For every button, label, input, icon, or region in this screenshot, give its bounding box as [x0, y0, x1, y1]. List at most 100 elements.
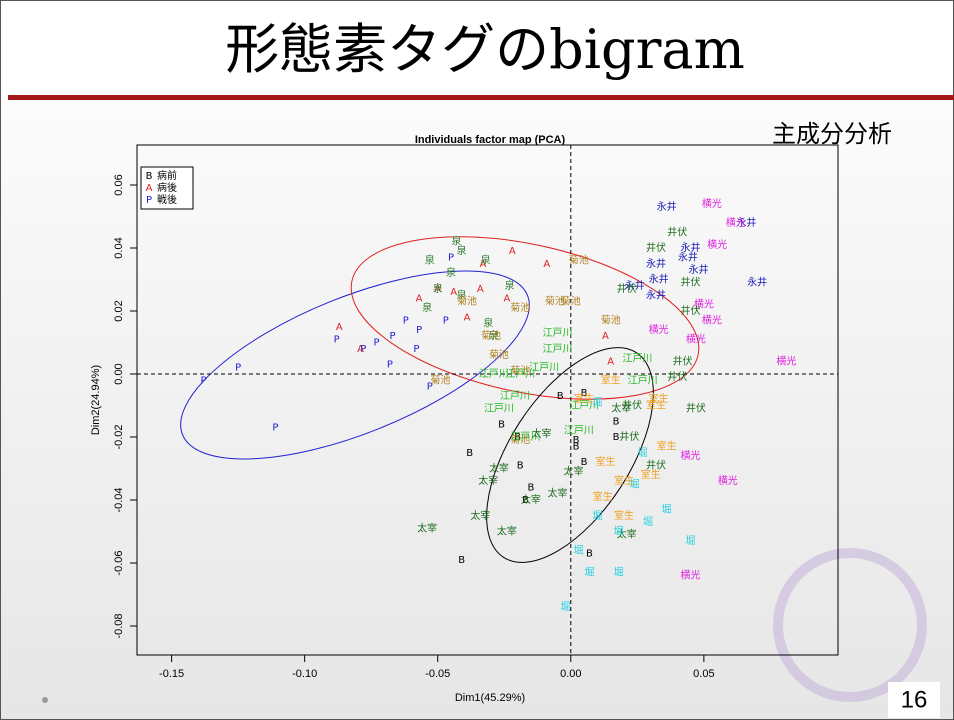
point-label: 永井	[681, 241, 701, 254]
x-tick-label: 0.00	[560, 668, 581, 680]
chart-title: Individuals factor map (PCA)	[415, 134, 566, 146]
point-label: 永井	[625, 279, 645, 292]
point-label: 菊池	[510, 301, 530, 314]
point-label: 太宰	[563, 465, 583, 478]
point-label: A	[480, 259, 487, 270]
point-label: 室生	[593, 490, 613, 503]
point-label: 堀	[592, 510, 602, 522]
point-label: 菊池	[430, 373, 450, 386]
point-label: 堀	[662, 503, 672, 515]
point-label: 井伏	[617, 282, 637, 295]
point-label: 横光	[681, 449, 701, 462]
point-label: A	[357, 344, 364, 355]
x-tick-label: 0.05	[693, 668, 714, 680]
point-label: 井伏	[667, 370, 687, 383]
page-number: 16	[901, 686, 928, 713]
point-label: 太宰	[547, 487, 567, 500]
point-label: 永井	[649, 273, 669, 286]
point-label: 菊池	[601, 313, 621, 326]
x-tick-label: -0.10	[292, 668, 317, 680]
point-label: 菊池	[510, 433, 530, 446]
y-tick-label: -0.04	[113, 487, 125, 512]
point-label: 堀	[614, 526, 624, 538]
point-label: 井伏	[686, 402, 706, 415]
y-tick-label: 0.02	[113, 300, 125, 321]
point-label: 江戸川	[505, 368, 535, 380]
point-label: 井伏	[646, 241, 666, 254]
legend-label: 病後	[157, 181, 177, 194]
point-label: P	[427, 382, 433, 393]
point-label: 泉	[422, 301, 432, 314]
point-label: 井伏	[681, 276, 701, 289]
point-label: 泉	[505, 279, 515, 292]
point-label: B	[573, 435, 580, 446]
point-label: 横光	[649, 323, 669, 336]
point-label: 太宰	[470, 509, 490, 522]
point-label: B	[466, 448, 473, 459]
point-label: 江戸川	[479, 368, 509, 380]
point-label: 堀	[643, 516, 653, 528]
point-label: 室生	[614, 474, 634, 487]
x-tick-label: -0.05	[425, 668, 450, 680]
point-label: B	[498, 419, 505, 430]
point-label: 太宰	[521, 493, 541, 506]
point-label: A	[416, 293, 423, 304]
point-label: P	[272, 423, 278, 434]
slide-subtitle: 主成分分析	[772, 120, 892, 148]
point-label: 堀	[686, 535, 696, 547]
point-label: B	[557, 391, 564, 402]
point-label: 堀	[560, 601, 570, 613]
point-label: P	[448, 252, 454, 263]
point-label: 井伏	[673, 354, 693, 367]
point-label: 江戸川	[511, 431, 541, 443]
point-label: 堀	[592, 396, 602, 408]
point-label: A	[464, 312, 471, 323]
point-label: A	[504, 293, 511, 304]
y-tick-label: -0.02	[113, 424, 125, 449]
point-label: 太宰	[497, 525, 517, 538]
point-label: A	[602, 331, 609, 342]
legend-marker: B	[146, 171, 153, 182]
ellipse-p	[180, 270, 530, 460]
x-tick-label: -0.15	[159, 668, 184, 680]
point-label: 菊池	[510, 364, 530, 377]
point-label: 井伏	[681, 304, 701, 317]
point-label: A	[509, 246, 516, 257]
point-label: 泉	[433, 282, 443, 295]
point-label: 泉	[457, 288, 467, 301]
point-label: B	[613, 432, 620, 443]
point-label: 江戸川	[529, 362, 559, 374]
point-label: P	[334, 334, 340, 345]
point-label: 菊池	[481, 329, 501, 342]
point-label: 横光	[681, 569, 701, 582]
point-label: P	[360, 344, 366, 355]
point-label: 太宰	[617, 528, 637, 541]
point-label: 堀	[614, 566, 624, 578]
y-axis-label: Dim2(24.94%)	[90, 365, 102, 435]
point-label: 室生	[649, 392, 669, 405]
point-label: 室生	[657, 439, 677, 452]
point-label: 永井	[646, 288, 666, 301]
point-label: 泉	[489, 329, 499, 342]
point-label: P	[201, 375, 207, 386]
point-label: P	[235, 363, 241, 374]
point-label: 井伏	[646, 458, 666, 471]
point-label: 室生	[601, 373, 621, 386]
point-label: B	[581, 457, 588, 468]
point-label: A	[336, 322, 343, 333]
point-label: 横光	[702, 197, 722, 210]
point-label: B	[586, 549, 593, 560]
slide-title: 形態素タグのbigram	[225, 18, 745, 81]
point-label: 横光	[726, 216, 746, 229]
y-tick-label: 0.06	[113, 174, 125, 195]
point-label: 太宰	[417, 521, 437, 534]
point-label: P	[403, 315, 409, 326]
point-label: 菊池	[457, 295, 477, 308]
point-label: 江戸川	[622, 352, 652, 364]
bullet	[42, 697, 48, 703]
point-label: 泉	[425, 254, 435, 267]
point-label: B	[573, 441, 580, 452]
point-label: B	[514, 432, 521, 443]
point-label: 横光	[707, 238, 727, 251]
